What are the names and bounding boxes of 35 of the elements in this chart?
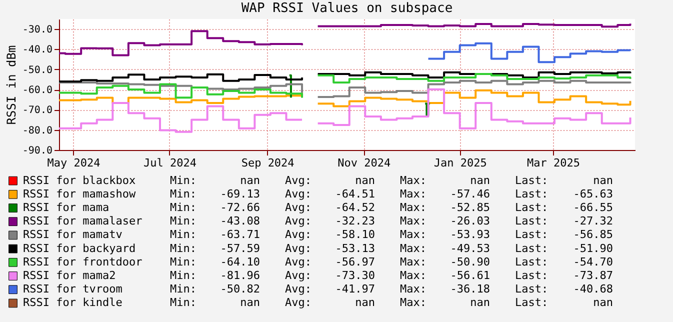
- x-tick-label: Sep 2024: [241, 156, 295, 170]
- x-tick-label: Jul 2024: [143, 156, 197, 170]
- text: Min: nan Avg: nan Max: nan Last: nan: [170, 296, 614, 310]
- text: Min: -43.08 Avg: -32.23 Max: -26.03 Last: -27.32: [170, 214, 614, 228]
- y-tick-label: -30.0: [22, 24, 52, 36]
- y-axis-title: RSSI in dBm: [4, 45, 18, 125]
- text: Min: nan Avg: nan Max: nan Last: nan: [170, 174, 614, 187]
- y-tick-label: -50.0: [22, 64, 52, 76]
- text: Min: -63.71 Avg: -58.10 Max: -53.93 Last: -56.85: [170, 228, 614, 242]
- legend-label: RSSI for mamatv: [23, 228, 123, 242]
- y-tick-label: -70.0: [22, 105, 52, 116]
- y-tick-label: -60.0: [22, 85, 52, 96]
- legend-label: RSSI for tvroom: [23, 282, 123, 296]
- x-tick-label: Jan 2025: [434, 156, 487, 170]
- text: Min: -69.13 Avg: -64.51 Max: -57.46 Last: -65.63: [170, 187, 614, 200]
- legend-label: RSSI for mama: [23, 201, 110, 214]
- text: Min: -57.59 Avg: -53.13 Max: -49.53 Last: -51.90: [170, 242, 614, 255]
- y-tick-label: -40.0: [22, 44, 52, 56]
- x-tick-label: May 2024: [47, 156, 101, 170]
- legend-label: RSSI for mamalaser: [23, 214, 143, 228]
- x-tick-label: Nov 2024: [338, 156, 391, 170]
- text: Min: -50.82 Avg: -41.97 Max: -36.18 Last: -40.68: [170, 282, 614, 296]
- legend-label: RSSI for frontdoor: [23, 255, 143, 268]
- text: Min: -64.10 Avg: -56.97 Max: -50.90 Last: -54.70: [170, 255, 614, 268]
- legend-label: RSSI for backyard: [23, 242, 136, 255]
- chart-title: WAP RSSI Values on subspace: [241, 1, 453, 16]
- legend-label: RSSI for kindle: [23, 296, 122, 310]
- text: Min: -81.96 Avg: -73.30 Max: -56.61 Last: -73.87: [170, 269, 614, 282]
- legend-label: RSSI for blackbox: [23, 174, 136, 187]
- y-tick-label: -90.0: [22, 146, 52, 156]
- x-tick-label: Mar 2025: [526, 156, 580, 170]
- legend-label: RSSI for mamashow: [23, 187, 136, 200]
- legend-label: RSSI for mama2: [23, 269, 116, 282]
- text: Min: -72.66 Avg: -64.52 Max: -52.85 Last: -66.55: [170, 201, 614, 214]
- y-tick-label: -80.0: [22, 125, 52, 136]
